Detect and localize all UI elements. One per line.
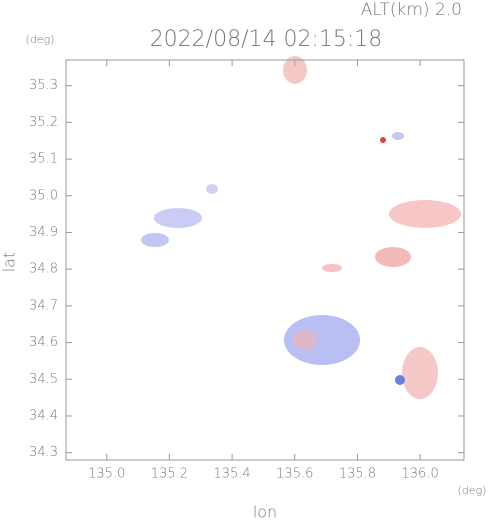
y-tick-label: 34.3	[29, 445, 58, 460]
echo	[322, 264, 342, 272]
y-tick-label: 35.2	[29, 115, 58, 130]
echo	[206, 184, 218, 194]
y-tick-label: 35.1	[29, 152, 58, 167]
echo	[380, 137, 386, 143]
y-tick-label: 34.6	[29, 335, 58, 350]
echo	[402, 347, 438, 399]
echo	[375, 247, 411, 267]
y-tick-label: 34.5	[29, 372, 58, 387]
echo	[392, 132, 404, 140]
y-tick-label: 35.3	[29, 78, 58, 93]
x-axis-label: lon	[253, 503, 277, 521]
echoes	[141, 56, 461, 399]
y-tick-label: 34.7	[29, 298, 58, 313]
x-tick-label: 135.0	[88, 467, 125, 482]
echo	[389, 200, 461, 228]
echo	[154, 208, 202, 228]
altitude-label: ALT(km) 2.0	[361, 0, 462, 20]
y-tick-label: 35.0	[29, 188, 58, 203]
x-tick-label: 135.6	[276, 467, 313, 482]
x-unit: (deg)	[458, 484, 487, 497]
y-tick-label: 34.4	[29, 408, 58, 423]
y-tick-label: 34.8	[29, 262, 58, 277]
x-tick-label: 135.4	[213, 467, 250, 482]
echo	[283, 56, 307, 84]
x-tick-label: 135.2	[151, 467, 188, 482]
y-tick-label: 34.9	[29, 225, 58, 240]
x-tick-label: 135.8	[339, 467, 376, 482]
y-unit: (deg)	[26, 33, 55, 46]
y-axis-label: lat	[0, 252, 19, 273]
echo	[141, 233, 169, 247]
echo	[293, 330, 317, 350]
echo	[284, 315, 360, 365]
plot-frame	[65, 59, 465, 461]
echo	[395, 375, 405, 385]
x-tick-label: 136.0	[402, 467, 439, 482]
chart-title: 2022/08/14 02:15:18	[150, 27, 383, 52]
